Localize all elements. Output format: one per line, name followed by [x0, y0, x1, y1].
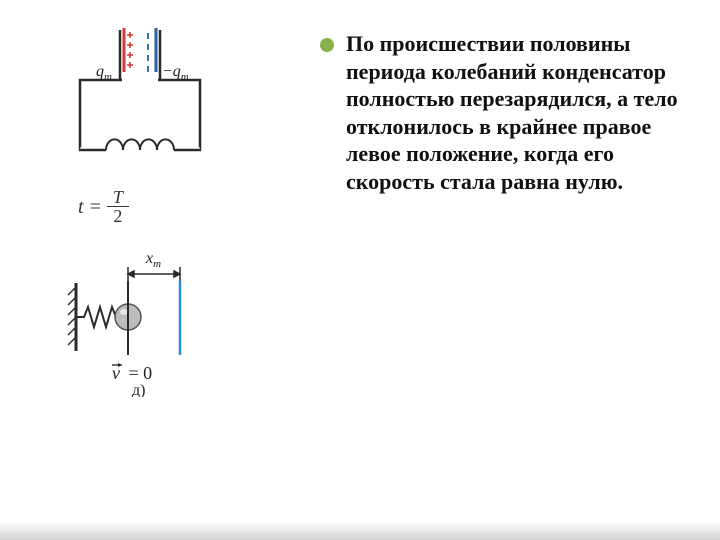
eq-eq: = [90, 196, 101, 219]
bullet-icon [320, 38, 334, 52]
svg-text:д): д) [132, 382, 145, 397]
slide-shadow [0, 522, 720, 540]
spring-mass-svg: xm v [60, 247, 220, 397]
svg-text:v = 0: v = 0 [112, 363, 152, 383]
lc-circuit-svg: qm −qm [60, 20, 220, 180]
svg-text:xm: xm [145, 250, 161, 270]
spring-mass-figure: xm v [60, 247, 220, 387]
bullet-paragraph: По происшествии половины периода колебан… [320, 30, 680, 195]
eq-fraction: T 2 [107, 188, 129, 227]
body-text: По происшествии половины периода колебан… [346, 30, 680, 195]
lc-circuit-figure: qm −qm [60, 20, 220, 180]
eq-lhs: t [78, 196, 84, 219]
equation-time: t = T 2 [78, 188, 260, 227]
